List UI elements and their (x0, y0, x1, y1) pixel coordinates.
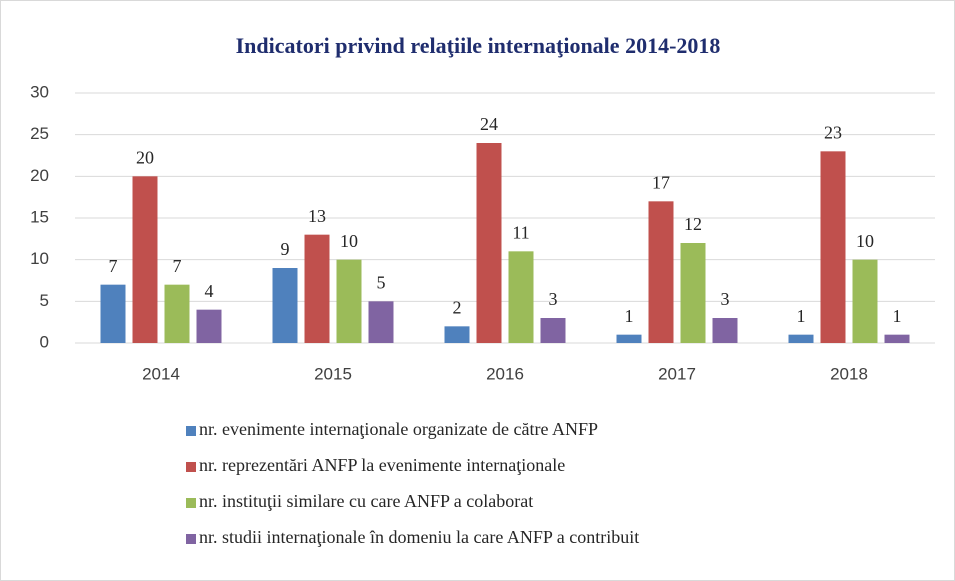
data-label: 24 (480, 114, 498, 134)
legend-swatch (186, 498, 196, 508)
legend-swatch (186, 426, 196, 436)
y-tick-label: 20 (30, 166, 49, 185)
bar (304, 234, 330, 343)
bar (680, 243, 706, 343)
y-tick-label: 30 (30, 82, 49, 101)
bar (100, 284, 126, 343)
y-tick-label: 0 (40, 332, 49, 351)
bar (336, 259, 362, 343)
bar (540, 318, 566, 343)
bar (272, 268, 298, 343)
bar (788, 334, 814, 343)
data-label: 13 (308, 206, 326, 226)
y-tick-label: 5 (40, 291, 49, 310)
legend-swatch (186, 534, 196, 544)
bar (368, 301, 394, 343)
bar (648, 201, 674, 343)
data-label: 23 (824, 122, 842, 142)
data-label: 9 (281, 239, 290, 259)
data-label: 17 (652, 172, 670, 192)
bar (196, 309, 222, 343)
data-label: 12 (684, 214, 702, 234)
bar (616, 334, 642, 343)
data-label: 7 (173, 256, 182, 276)
legend-label: nr. reprezentări ANFP la evenimente inte… (199, 455, 565, 475)
bar (508, 251, 534, 343)
bar (884, 334, 910, 343)
legend-label: nr. evenimente internaţionale organizate… (199, 419, 598, 439)
y-tick-label: 15 (30, 207, 49, 226)
bar (820, 151, 846, 343)
legend-label: nr. instituţii similare cu care ANFP a c… (199, 491, 533, 511)
bar (132, 176, 158, 343)
legend-label: nr. studii internaţionale în domeniu la … (199, 527, 639, 547)
y-tick-label: 25 (30, 124, 49, 143)
data-label: 1 (625, 306, 634, 326)
bar (476, 143, 502, 343)
data-label: 11 (512, 222, 529, 242)
data-label: 4 (205, 281, 214, 301)
x-tick-label: 2017 (658, 364, 696, 383)
data-label: 10 (856, 231, 874, 251)
data-label: 1 (797, 306, 806, 326)
bar (164, 284, 190, 343)
x-tick-label: 2018 (830, 364, 868, 383)
legend-swatch (186, 462, 196, 472)
y-tick-label: 10 (30, 249, 49, 268)
bar (852, 259, 878, 343)
data-label: 10 (340, 231, 358, 251)
data-label: 3 (549, 289, 558, 309)
data-label: 5 (377, 272, 386, 292)
data-label: 2 (453, 297, 462, 317)
data-label: 3 (721, 289, 730, 309)
x-tick-label: 2016 (486, 364, 524, 383)
data-label: 7 (109, 256, 118, 276)
chart-title: Indicatori privind relaţiile internaţion… (236, 33, 721, 58)
data-label: 1 (893, 306, 902, 326)
bar (712, 318, 738, 343)
data-label: 20 (136, 147, 154, 167)
x-tick-label: 2015 (314, 364, 352, 383)
x-tick-label: 2014 (142, 364, 180, 383)
bar (444, 326, 470, 343)
